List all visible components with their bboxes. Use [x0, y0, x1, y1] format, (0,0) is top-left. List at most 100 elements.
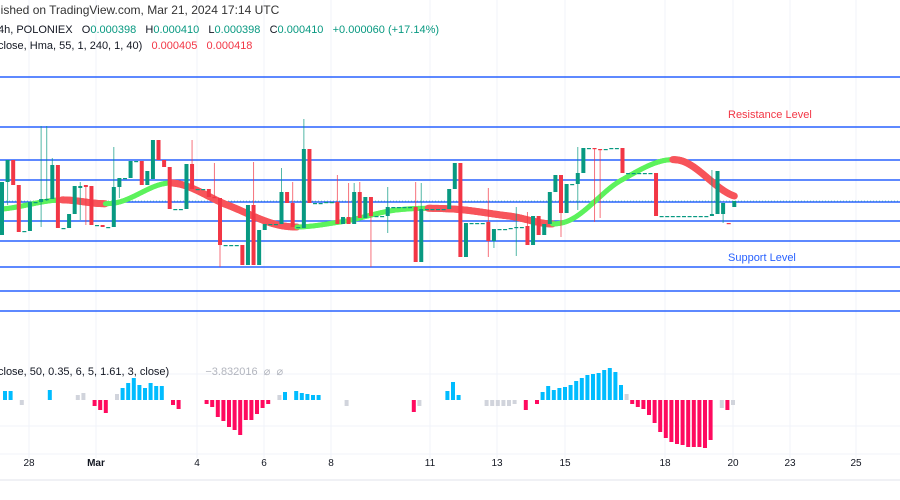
- histogram-bar: [540, 392, 545, 400]
- candle-body: [586, 148, 591, 150]
- na-icon: ⌀: [263, 366, 271, 378]
- oscillator-value: −3.832016: [205, 366, 258, 378]
- candle-body: [262, 224, 267, 230]
- candle: [145, 171, 150, 185]
- candle: [603, 149, 608, 151]
- histogram-bar: [294, 391, 299, 400]
- candle-body: [240, 245, 245, 265]
- histogram-bar: [613, 372, 618, 400]
- candle-body: [497, 229, 502, 231]
- histogram-bar: [579, 378, 584, 400]
- candle: [184, 164, 189, 209]
- candle: [39, 126, 44, 227]
- candle: [128, 161, 133, 178]
- candle: [726, 223, 731, 225]
- high-value: 0.000410: [153, 24, 200, 36]
- candle-body: [67, 214, 72, 228]
- candle: [542, 224, 547, 235]
- candle: [413, 182, 418, 262]
- indicator-value-1: 0.000405: [151, 40, 198, 52]
- histogram-bar: [535, 400, 539, 404]
- candle: [22, 231, 27, 233]
- histogram-bar: [8, 391, 13, 400]
- candle-body: [419, 209, 424, 262]
- candle: [251, 162, 256, 265]
- candle-body: [436, 209, 441, 211]
- candle: [659, 216, 664, 218]
- candle: [16, 185, 21, 232]
- histogram-bar: [591, 374, 595, 400]
- candle-body: [709, 214, 714, 216]
- candle-body: [676, 216, 681, 218]
- candle-body: [279, 192, 284, 224]
- histogram-bar: [647, 400, 651, 415]
- candle-body: [83, 185, 88, 187]
- candle-body: [491, 229, 496, 241]
- candle-body: [340, 217, 345, 224]
- candle: [648, 173, 653, 175]
- candle: [732, 201, 737, 207]
- candle-body: [346, 217, 351, 224]
- histogram-bar: [641, 400, 646, 409]
- candle: [329, 202, 334, 204]
- histogram-bar: [227, 400, 231, 427]
- candle: [486, 188, 491, 257]
- candle: [67, 214, 72, 228]
- candle: [262, 224, 267, 230]
- oscillator-legend[interactable]: close, 50, 0.35, 6, 5, 1.61, 3, close) −…: [0, 365, 283, 378]
- candle-body: [128, 161, 133, 178]
- candle-body: [201, 189, 206, 191]
- histogram-bar: [731, 400, 735, 405]
- candle-body: [111, 187, 116, 227]
- candle-body: [61, 228, 66, 230]
- histogram-bar: [120, 388, 125, 400]
- histogram-bar: [484, 400, 489, 406]
- candle-body: [547, 192, 552, 224]
- candle-body: [424, 209, 429, 211]
- histogram-bar: [238, 400, 243, 435]
- histogram-bar: [708, 400, 713, 440]
- histogram-bar: [411, 400, 416, 412]
- histogram-bar: [501, 400, 506, 406]
- candle-body: [508, 228, 513, 230]
- histogram-bar: [311, 395, 315, 400]
- histogram-bar: [686, 400, 691, 447]
- candle: [33, 202, 38, 204]
- histogram-bar: [719, 400, 724, 408]
- candle-body: [698, 216, 703, 218]
- candle: [201, 189, 206, 191]
- candle: [106, 227, 111, 229]
- candle: [61, 228, 66, 230]
- histogram-bar: [344, 400, 349, 406]
- histogram-bar: [725, 400, 730, 410]
- histogram-bar: [546, 386, 551, 400]
- candle-body: [55, 165, 60, 228]
- candle: [531, 216, 536, 245]
- candle-body: [134, 161, 139, 163]
- time-tick-label: 15: [559, 458, 571, 469]
- candle: [670, 216, 675, 218]
- candle: [122, 178, 127, 180]
- candle-body: [251, 205, 256, 265]
- candle: [564, 184, 569, 213]
- candle: [340, 217, 345, 224]
- candle-body: [525, 226, 530, 245]
- histogram-bar: [652, 400, 657, 423]
- candle-body: [385, 207, 390, 216]
- candle-body: [681, 216, 686, 218]
- candle: [475, 223, 480, 225]
- candle: [681, 216, 686, 218]
- candle-body: [542, 224, 547, 235]
- candles: [0, 119, 737, 267]
- candle: [508, 228, 513, 230]
- candle: [687, 216, 692, 218]
- candle-body: [44, 199, 49, 201]
- candle-body: [609, 148, 614, 150]
- candle: [519, 227, 524, 229]
- histogram-bar: [602, 370, 607, 400]
- low-label: L: [208, 24, 215, 36]
- candle: [285, 192, 290, 203]
- histogram-bar: [495, 400, 500, 406]
- hma-indicator-legend[interactable]: close, Hma, 55, 1, 240, 1, 40) 0.000405 …: [0, 40, 252, 52]
